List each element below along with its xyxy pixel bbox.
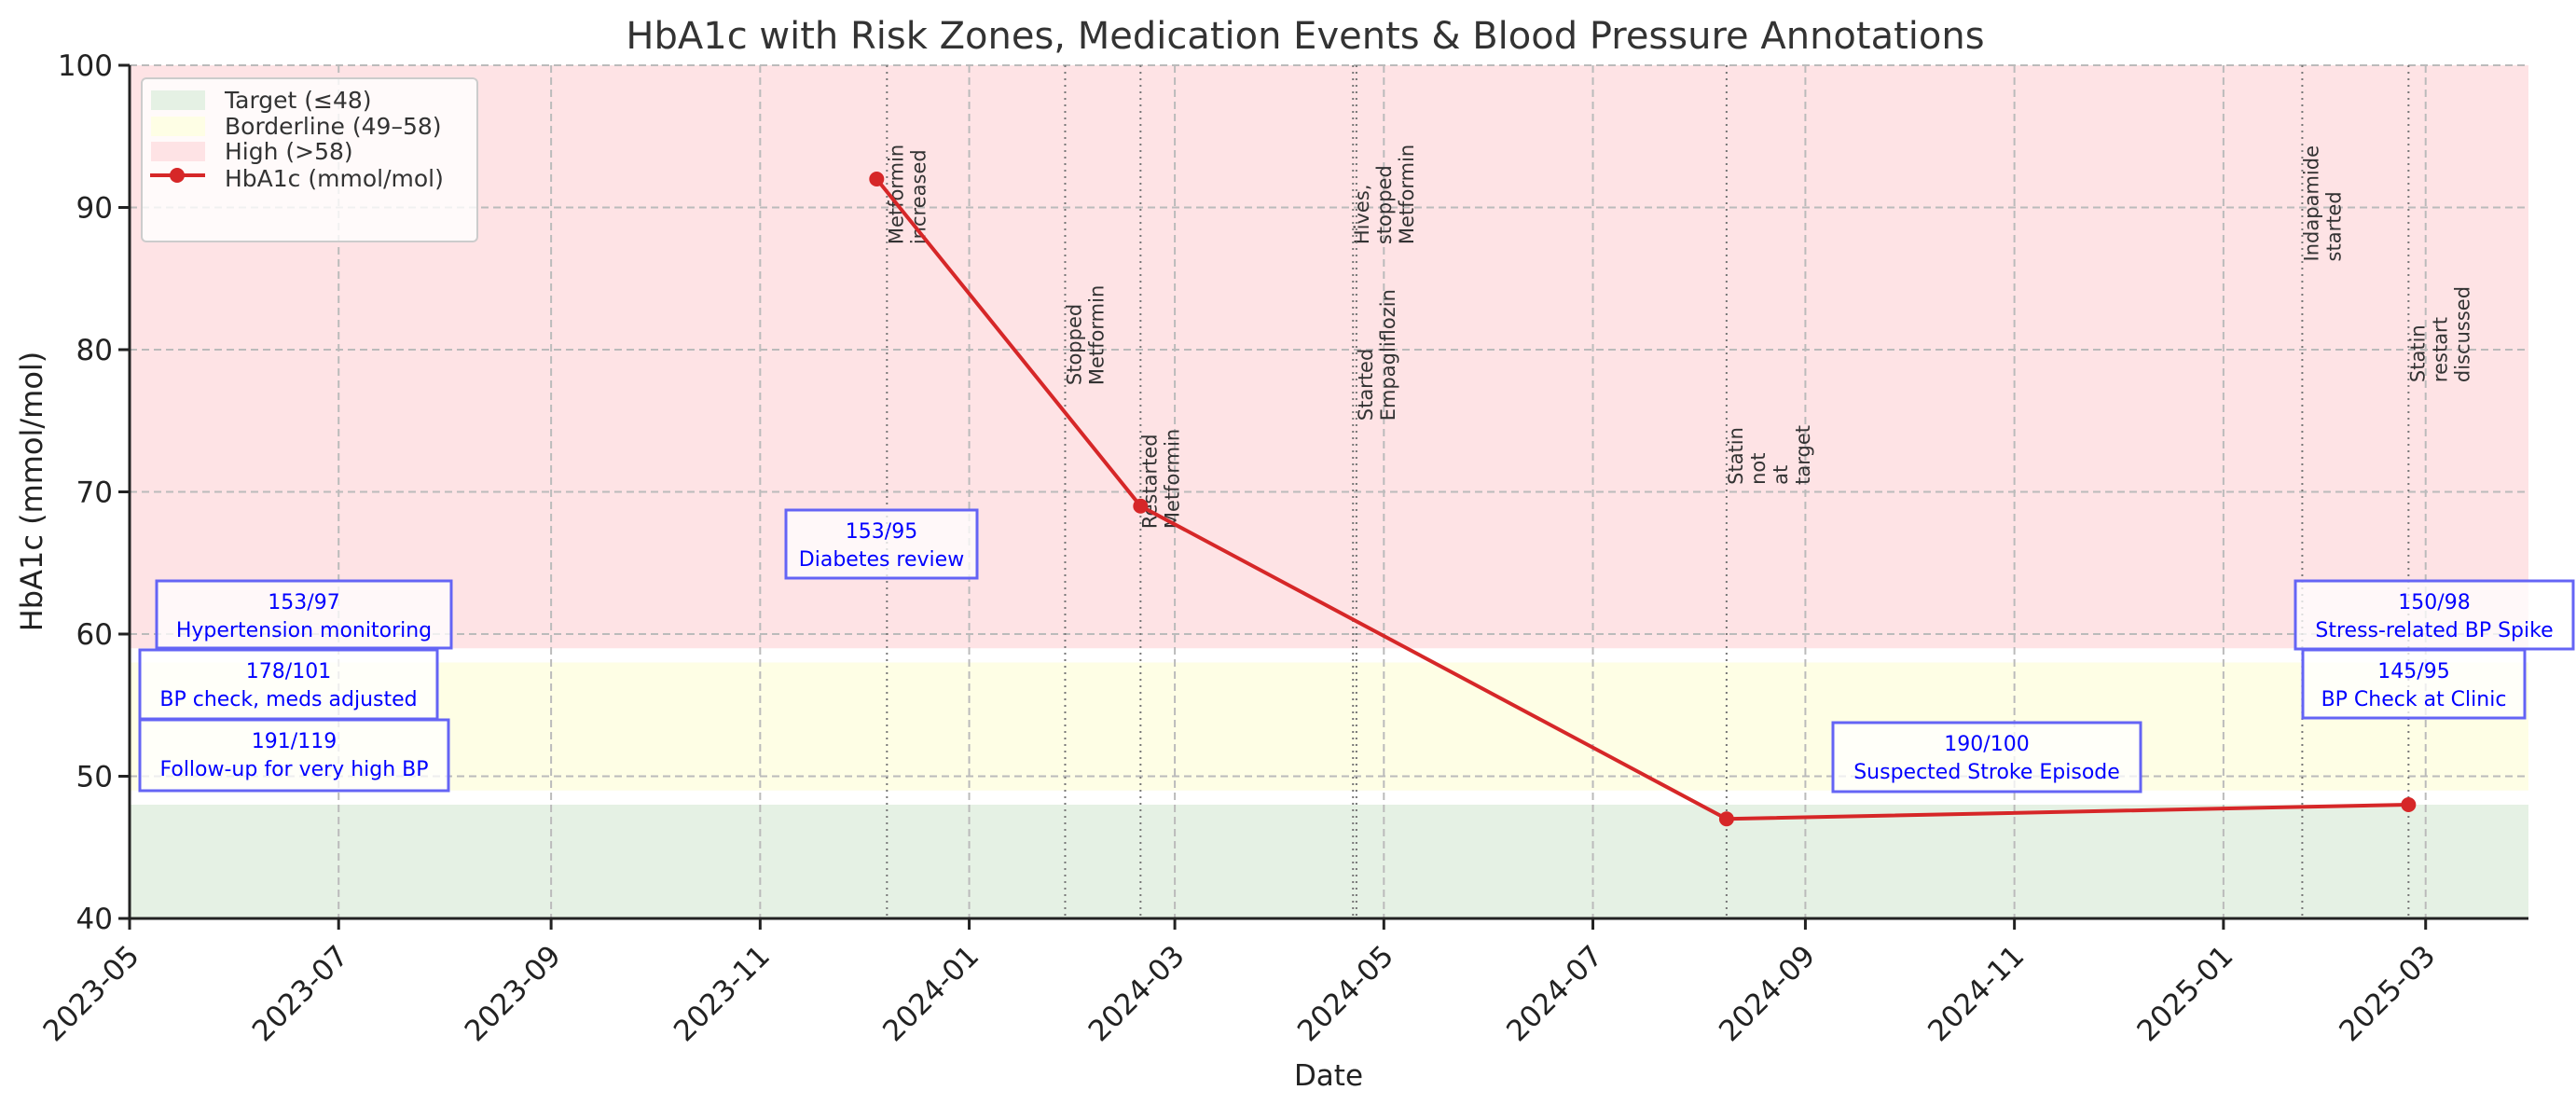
data-point xyxy=(1133,498,1149,514)
x-tick-label: 2024-05 xyxy=(1291,939,1400,1048)
bp-reading: 145/95 xyxy=(2377,660,2449,683)
bp-annotation: 178/101 BP check, meds adjusted xyxy=(138,648,439,721)
event-label: Metformin xyxy=(1396,145,1418,244)
bp-box xyxy=(2301,648,2527,720)
y-axis-label: HbA1c (mmol/mol) xyxy=(14,352,49,632)
event-label: Hives, xyxy=(1351,185,1373,245)
legend-swatch-0 xyxy=(151,90,205,110)
event-label: target xyxy=(1792,425,1814,485)
series-line xyxy=(875,177,2409,821)
legend-box xyxy=(141,77,478,242)
legend: Target (≤48)Borderline (49–58)High (>58)… xyxy=(141,77,478,242)
event-label: stopped xyxy=(1373,165,1396,244)
event-label: Started xyxy=(1355,349,1377,421)
bp-box xyxy=(138,718,450,793)
x-tick-label: 2024-07 xyxy=(1500,939,1609,1048)
bp-annotation: 191/119 Follow-up for very high BP xyxy=(138,718,450,793)
bp-reading: 150/98 xyxy=(2398,591,2470,614)
bp-annotation: 153/97 Hypertension monitoring xyxy=(155,579,453,650)
bp-note: Hypertension monitoring xyxy=(176,619,432,642)
zone-0 xyxy=(130,805,2528,918)
bp-box xyxy=(1831,721,2142,794)
x-tick-label: 2025-01 xyxy=(2130,939,2239,1048)
x-tick-label: 2025-03 xyxy=(2333,939,2442,1048)
legend-label: HbA1c (mmol/mol) xyxy=(225,165,444,192)
legend-swatch-2 xyxy=(151,142,205,161)
y-tick-label: 60 xyxy=(76,618,113,652)
bp-note: BP Check at Clinic xyxy=(2321,688,2507,711)
x-tick-label: 2023-09 xyxy=(459,939,568,1048)
hba1c-series xyxy=(869,172,2417,827)
y-tick-label: 50 xyxy=(76,761,113,794)
x-tick-label: 2023-07 xyxy=(246,939,355,1048)
data-point xyxy=(869,172,885,186)
bp-note: Suspected Stroke Episode xyxy=(1853,761,2120,784)
bp-note: Follow-up for very high BP xyxy=(159,758,428,781)
y-tick-label: 90 xyxy=(76,192,113,226)
bp-reading: 191/119 xyxy=(252,730,337,753)
event-label: Metformin xyxy=(1085,285,1108,385)
x-axis-label: Date xyxy=(1294,1059,1363,1093)
bp-annotation: 145/95 BP Check at Clinic xyxy=(2301,648,2527,720)
x-tick-label: 2024-09 xyxy=(1713,939,1822,1048)
legend-label: High (>58) xyxy=(225,138,353,165)
event-label: restart xyxy=(2429,317,2451,382)
x-tick-label: 2024-11 xyxy=(1922,939,2031,1048)
bp-annotation: 153/95 Diabetes review xyxy=(784,508,979,580)
bp-note: Stress-related BP Spike xyxy=(2315,619,2553,642)
y-tick-label: 100 xyxy=(58,49,113,83)
legend-label: Target (≤48) xyxy=(224,87,372,114)
event-label: Statin xyxy=(1725,427,1747,485)
bp-note: Diabetes review xyxy=(799,548,964,572)
bp-box xyxy=(155,579,453,650)
event-label: at xyxy=(1770,465,1792,485)
event-label: Indapamide xyxy=(2300,145,2322,261)
zone-1 xyxy=(130,662,2528,791)
bp-annotations: 153/95 Diabetes review 153/97 Hypertension … xyxy=(138,508,2575,794)
event-label: not xyxy=(1747,452,1770,484)
data-point xyxy=(1718,811,1734,827)
x-tick-label: 2024-03 xyxy=(1082,939,1192,1048)
legend-swatch-1 xyxy=(151,117,205,136)
bp-box xyxy=(784,508,979,580)
event-label: discussed xyxy=(2451,286,2473,382)
y-tick-label: 80 xyxy=(76,334,113,367)
bp-annotation: 150/98 Stress-related BP Spike xyxy=(2294,579,2575,651)
bp-annotation: 190/100 Suspected Stroke Episode xyxy=(1831,721,2142,794)
chart-title: HbA1c with Risk Zones, Medication Events… xyxy=(626,15,1984,58)
event-label: started xyxy=(2322,191,2345,261)
event-label: Statin xyxy=(2406,324,2429,382)
legend-marker xyxy=(170,168,185,183)
bp-reading: 153/97 xyxy=(268,591,339,614)
bp-note: BP check, meds adjusted xyxy=(159,688,417,711)
data-point xyxy=(2401,797,2417,812)
zone-2 xyxy=(130,65,2528,649)
event-label: Empagliflozin xyxy=(1377,289,1399,421)
bp-reading: 153/95 xyxy=(846,520,917,544)
event-label: Stopped xyxy=(1063,304,1085,385)
legend-label: Borderline (49–58) xyxy=(225,113,442,140)
bp-reading: 178/101 xyxy=(246,660,331,683)
y-tick-label: 40 xyxy=(76,903,113,936)
event-label: Metformin xyxy=(1161,429,1183,529)
x-tick-label: 2023-05 xyxy=(37,939,146,1048)
bp-reading: 190/100 xyxy=(1944,733,2029,756)
x-tick-label: 2024-01 xyxy=(876,939,985,1048)
y-tick-label: 70 xyxy=(76,476,113,510)
x-tick-label: 2023-11 xyxy=(668,939,777,1048)
